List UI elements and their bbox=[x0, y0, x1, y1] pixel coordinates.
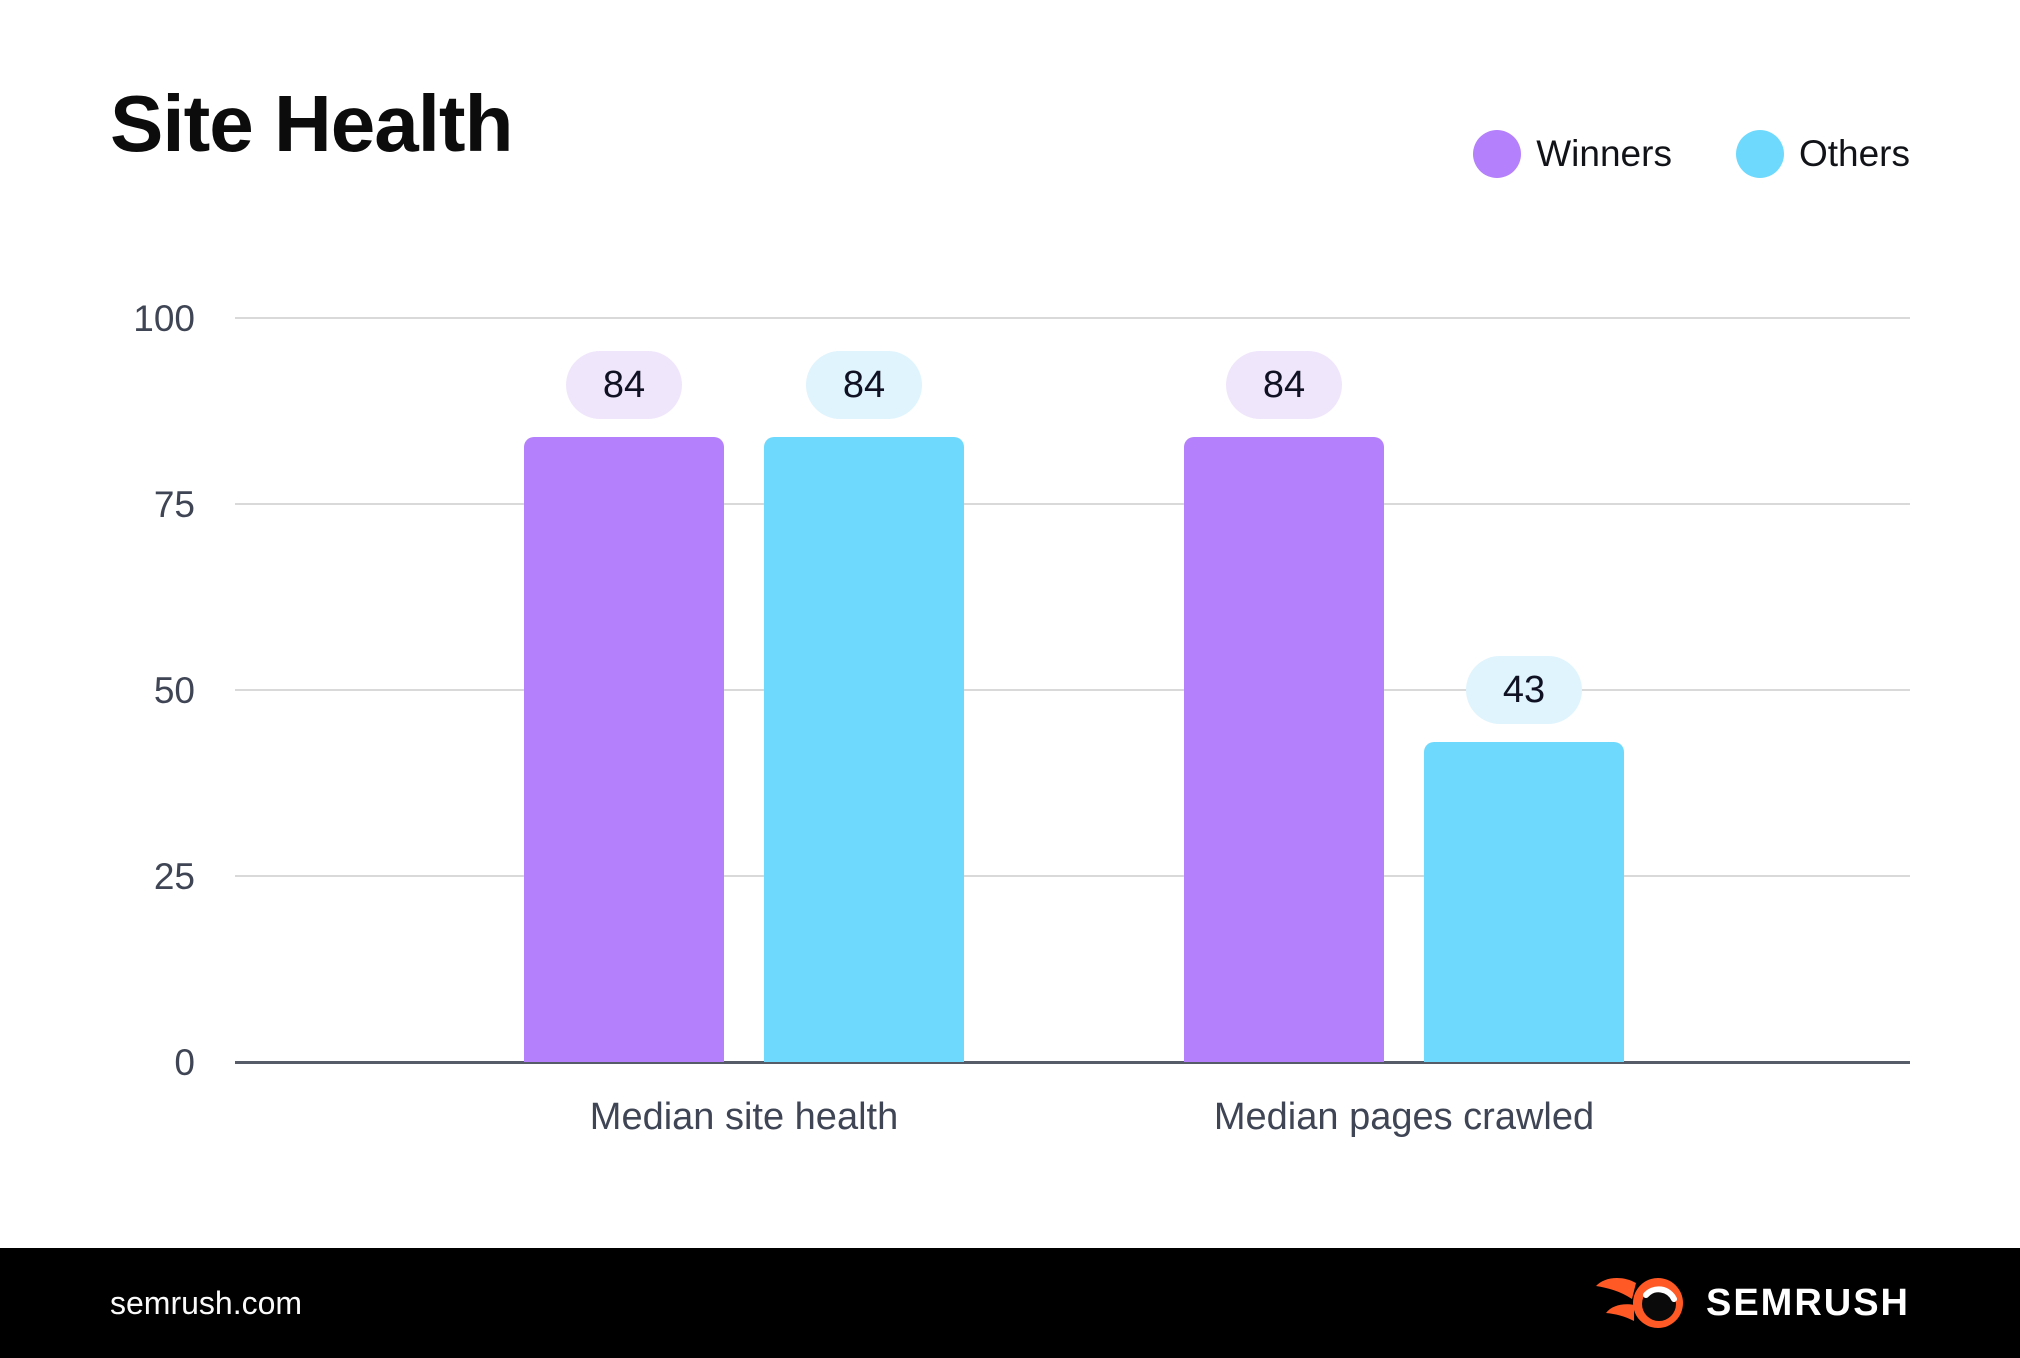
footer-url: semrush.com bbox=[110, 1284, 303, 1321]
legend-dot-winners bbox=[1473, 130, 1522, 178]
y-tick-label-50: 50 bbox=[153, 670, 195, 711]
brand-name: SEMRUSH bbox=[1705, 1281, 1910, 1324]
bar-chart: 0 25 50 75 100 84 84 Median site health 84 43 Medi… bbox=[133, 298, 1910, 1138]
bar-others-2 bbox=[1424, 742, 1624, 1062]
y-tick-label-75: 75 bbox=[153, 484, 195, 525]
semrush-flame-icon bbox=[1595, 1277, 1683, 1328]
y-tick-label-0: 0 bbox=[174, 1042, 195, 1083]
value-badge-winners-1: 84 bbox=[566, 351, 682, 420]
chart-legend: Winners Others bbox=[1473, 130, 1910, 178]
category-label-2: Median pages crawled bbox=[1213, 1096, 1595, 1138]
bar-winners-1 bbox=[524, 437, 724, 1062]
value-badge-others-2: 43 bbox=[1466, 656, 1582, 725]
legend-dot-others bbox=[1735, 130, 1784, 178]
page-title: Site Health bbox=[110, 79, 513, 168]
y-tick-label-25: 25 bbox=[153, 856, 195, 897]
semrush-logo: SEMRUSH bbox=[1592, 1275, 1910, 1331]
value-badge-winners-2: 84 bbox=[1226, 351, 1342, 420]
gridline-25 bbox=[235, 875, 1910, 877]
category-label-1: Median site health bbox=[589, 1096, 899, 1138]
gridline-100 bbox=[235, 317, 1910, 319]
bar-others-1 bbox=[764, 437, 964, 1062]
x-axis-line bbox=[235, 1060, 1910, 1064]
legend-item-others: Others bbox=[1735, 130, 1910, 178]
bar-winners-2 bbox=[1184, 437, 1384, 1062]
footer: semrush.com SEMRUSH bbox=[0, 1248, 2020, 1358]
legend-label: Others bbox=[1798, 133, 1910, 174]
legend-label: Winners bbox=[1536, 133, 1672, 174]
legend-item-winners: Winners bbox=[1473, 130, 1672, 178]
gridline-50 bbox=[235, 689, 1910, 691]
gridline-75 bbox=[235, 503, 1910, 505]
value-badge-others-1: 84 bbox=[806, 351, 922, 420]
y-tick-label-100: 100 bbox=[133, 298, 195, 339]
